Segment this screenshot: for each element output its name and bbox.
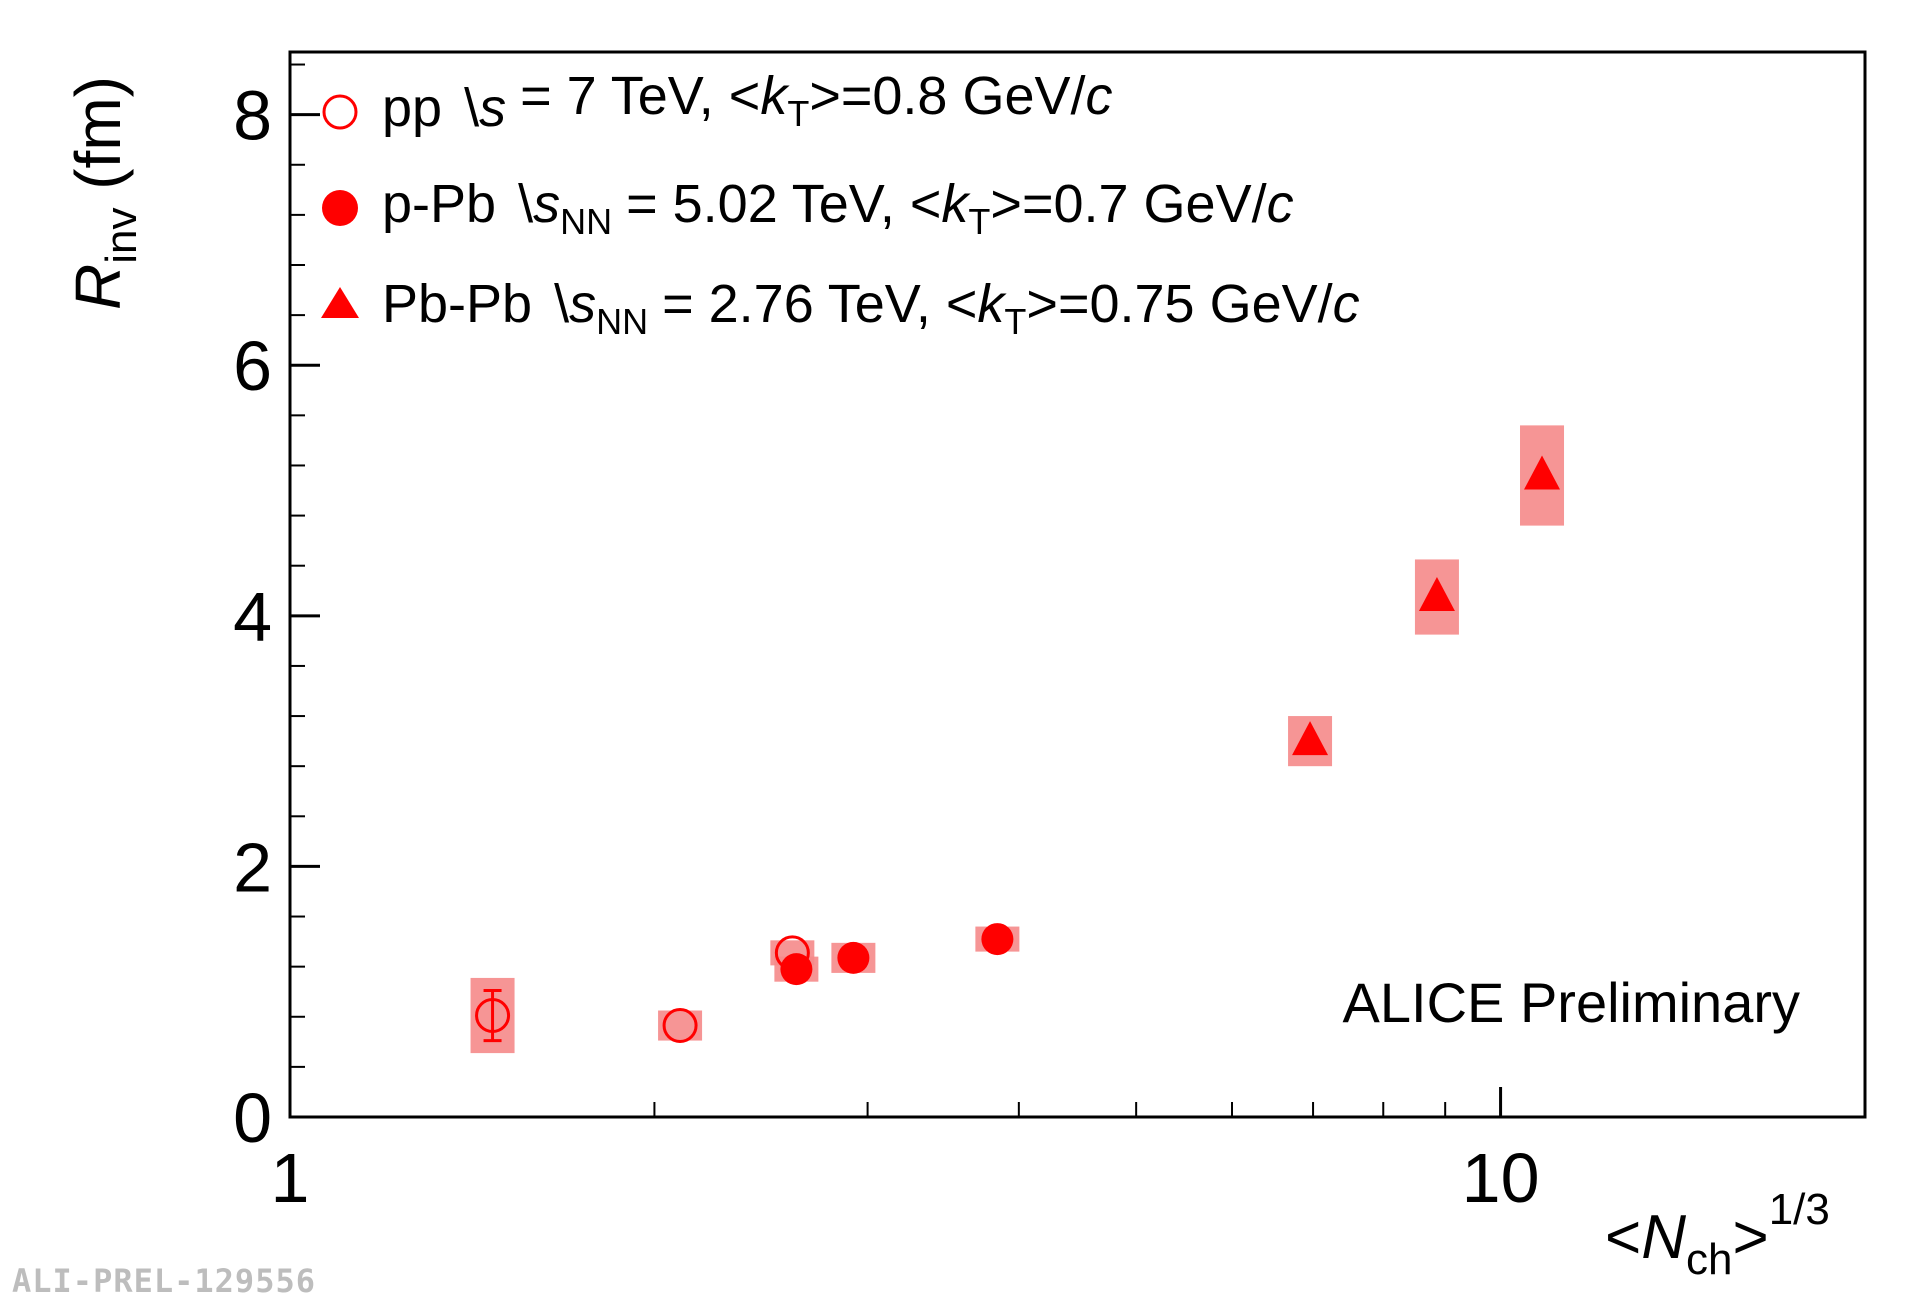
legend-entry-sqrt: s bbox=[533, 174, 560, 234]
legend-entry-prefix: p-Pb bbox=[382, 174, 496, 234]
data-point-pp bbox=[475, 998, 511, 1034]
y-axis-title-sub: inv bbox=[97, 208, 146, 264]
data-point-pbpb bbox=[1292, 721, 1329, 756]
legend-entry-c: c bbox=[1267, 174, 1294, 234]
data-point-ppb bbox=[780, 953, 813, 986]
x-tick-label: 10 bbox=[1462, 1139, 1540, 1217]
alice-preliminary-label: ALICE Preliminary bbox=[1343, 971, 1800, 1034]
legend-entry-c: c bbox=[1086, 66, 1113, 126]
legend-entry-prefix: pp bbox=[382, 78, 442, 138]
axis-ticks bbox=[288, 63, 1866, 1119]
legend-marker-filled-circle bbox=[322, 190, 358, 226]
x-axis-title: <Nch>1/3 bbox=[1605, 1185, 1830, 1284]
legend-entry-suffix: >=0.75 GeV/ bbox=[1026, 274, 1332, 334]
y-axis-title: Rinv (fm) bbox=[62, 76, 146, 310]
data-point-pbpb bbox=[1524, 455, 1561, 490]
legend: pp \s = 7 TeV, <kT>=0.8 GeV/c p-Pb \sNN = 5.… bbox=[321, 66, 1360, 342]
data-point-ppb bbox=[837, 941, 870, 974]
data-point-pp bbox=[662, 1008, 698, 1044]
legend-entry-pp: pp \s = 7 TeV, <kT>=0.8 GeV/c bbox=[382, 66, 1113, 138]
legend-entry-prefix: Pb-Pb bbox=[382, 274, 532, 334]
sqrt-icon: \ bbox=[554, 274, 569, 334]
x-tick-label: 1 bbox=[271, 1139, 310, 1217]
legend-entry-ksub: T bbox=[1004, 301, 1026, 342]
y-tick-label: 8 bbox=[233, 77, 272, 155]
legend-marker-open-circle bbox=[322, 94, 358, 130]
legend-entry-sub: NN bbox=[560, 201, 612, 242]
legend-entry-suffix: >=0.8 GeV/ bbox=[809, 66, 1085, 126]
x-axis-title-close: > bbox=[1732, 1203, 1768, 1272]
y-axis-title-unit: (fm) bbox=[62, 76, 134, 208]
legend-entry-k: k bbox=[977, 274, 1007, 334]
legend-entry-suffix: >=0.7 GeV/ bbox=[990, 174, 1266, 234]
legend-entry-pbpb: Pb-Pb \sNN = 2.76 TeV, <kT>=0.75 GeV/c bbox=[382, 274, 1360, 342]
sqrt-icon: \ bbox=[518, 174, 533, 234]
legend-entry-c: c bbox=[1333, 274, 1360, 334]
legend-entry-sub: NN bbox=[596, 301, 648, 342]
legend-entry-energy: = 2.76 TeV, < bbox=[662, 274, 977, 334]
legend-entry-ksub: T bbox=[787, 93, 809, 134]
preliminary-id-watermark: ALI-PREL-129556 bbox=[12, 1262, 316, 1300]
legend-entry-sqrt: s bbox=[479, 78, 506, 138]
x-axis-title-sup: 1/3 bbox=[1769, 1185, 1830, 1234]
x-axis-title-sub: ch bbox=[1686, 1235, 1732, 1284]
data-point-pbpb bbox=[1418, 577, 1455, 612]
sqrt-icon: \ bbox=[464, 78, 479, 138]
legend-entry-k: k bbox=[941, 174, 971, 234]
y-tick-label: 0 bbox=[233, 1079, 272, 1157]
y-tick-label: 2 bbox=[233, 828, 272, 906]
legend-marker-filled-triangle bbox=[321, 287, 359, 318]
legend-entry-ksub: T bbox=[968, 201, 990, 242]
legend-entry-ppb: p-Pb \sNN = 5.02 TeV, <kT>=0.7 GeV/c bbox=[382, 174, 1294, 242]
data-marks bbox=[470, 425, 1565, 1054]
legend-entry-energy: = 5.02 TeV, < bbox=[626, 174, 941, 234]
y-axis-title-main: R bbox=[62, 264, 134, 310]
plot-frame bbox=[288, 50, 1867, 1119]
data-point-ppb bbox=[981, 923, 1014, 956]
legend-entry-k: k bbox=[760, 66, 790, 126]
x-axis-title-main: N bbox=[1641, 1203, 1686, 1272]
legend-entry-sqrt: s bbox=[569, 274, 596, 334]
legend-entry-energy: = 7 TeV, < bbox=[520, 66, 760, 126]
axis-tick-labels: 0 2 4 6 8 1 10 bbox=[233, 77, 1539, 1217]
x-axis-title-open: < bbox=[1605, 1203, 1641, 1272]
y-tick-label: 4 bbox=[233, 578, 272, 656]
y-tick-label: 6 bbox=[233, 327, 272, 405]
